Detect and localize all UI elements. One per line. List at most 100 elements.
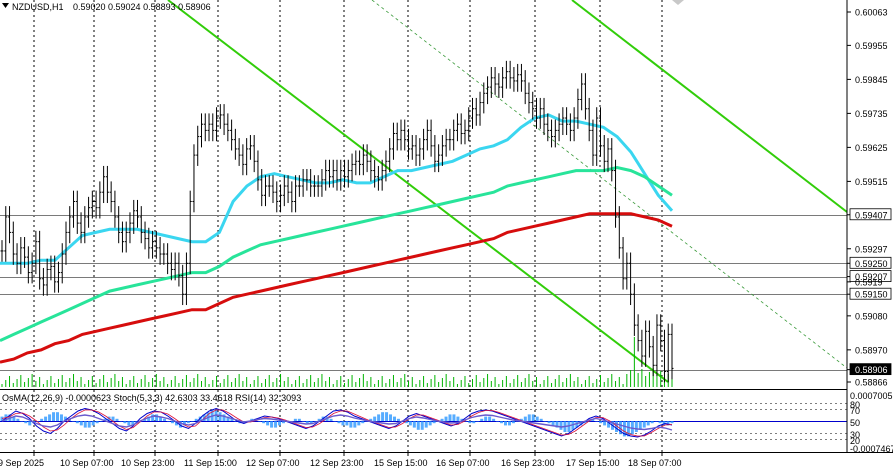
- volume-bar: [167, 384, 169, 387]
- volume-bar: [24, 382, 26, 387]
- price-bar: [38, 230, 42, 290]
- volume-bar: [155, 374, 157, 387]
- volume-bar: [234, 378, 236, 387]
- volume-bar: [566, 378, 568, 387]
- price-bar: [203, 113, 207, 142]
- trend-line[interactable]: [167, 0, 669, 383]
- volume-bar: [152, 378, 154, 387]
- price-bar: [102, 165, 106, 204]
- price-bar: [504, 60, 508, 89]
- price-bar: [647, 320, 651, 358]
- osma-bar: [559, 421, 563, 430]
- price-bar: [538, 97, 542, 129]
- y-tick-label: 0.60063: [855, 8, 888, 18]
- price-bar: [324, 159, 328, 191]
- volume-bar: [415, 384, 417, 387]
- price-bar: [162, 243, 166, 265]
- volume-bar: [249, 384, 251, 387]
- price-bar: [346, 159, 350, 188]
- shift-marker-icon[interactable]: [672, 0, 684, 5]
- price-bar: [184, 252, 188, 306]
- volume-bar: [648, 372, 650, 387]
- price-bar: [516, 63, 520, 92]
- osma-bar: [44, 416, 48, 421]
- price-bar: [531, 91, 535, 120]
- osma-bar: [488, 416, 492, 421]
- price-bar: [474, 97, 478, 126]
- osma-bar: [408, 421, 412, 426]
- price-bar: [124, 221, 128, 253]
- price-bar: [373, 159, 377, 188]
- price-bar: [192, 144, 196, 213]
- volume-bar: [257, 376, 259, 387]
- price-bar: [79, 212, 83, 244]
- price-bar: [550, 119, 554, 148]
- volume-bar: [283, 381, 285, 387]
- price-bar: [139, 206, 143, 244]
- price-bar: [580, 73, 584, 111]
- volume-bar: [468, 383, 470, 387]
- price-bar: [297, 175, 301, 197]
- osma-bar: [424, 421, 428, 428]
- trend-lines[interactable]: [167, 0, 848, 383]
- osma-bar: [159, 416, 163, 421]
- volume-bar: [313, 382, 315, 387]
- volume-bar: [460, 380, 462, 387]
- price-bar: [15, 243, 19, 275]
- volume-bar: [535, 377, 537, 387]
- osma-bar: [428, 421, 432, 426]
- price-axis[interactable]: 0.60063 0.59955 0.59845 0.59735 0.59625 0.595…: [847, 8, 892, 388]
- osma-bar: [579, 421, 583, 426]
- price-bar: [523, 70, 527, 105]
- price-bar: [117, 206, 121, 244]
- osma-bar: [143, 418, 147, 421]
- price-bar: [271, 175, 275, 204]
- osma-bar: [353, 421, 357, 428]
- volume-bar: [577, 377, 579, 387]
- dropdown-triangle-icon[interactable]: [2, 3, 9, 8]
- y-tick-label: 0.59625: [855, 143, 888, 153]
- osma-bar: [670, 421, 674, 424]
- volume-bar: [438, 382, 440, 387]
- osma-bar: [614, 421, 618, 432]
- volume-bar: [630, 370, 632, 387]
- volume-bar: [208, 384, 210, 387]
- price-bar: [399, 119, 403, 151]
- price-bar: [621, 237, 625, 290]
- osma-bar: [432, 421, 436, 424]
- volume-bar: [238, 374, 240, 387]
- osma-bar: [333, 421, 337, 422]
- trend-line[interactable]: [571, 0, 848, 213]
- osma-bar: [603, 421, 607, 426]
- volume-bar: [118, 381, 120, 387]
- price-bar: [497, 73, 501, 98]
- y-tick-label: 0.59955: [855, 41, 888, 51]
- volume-bar: [264, 379, 266, 387]
- volume-bar: [404, 374, 406, 387]
- price-tag: [849, 287, 892, 300]
- price-bar: [606, 138, 610, 173]
- trend-line-dashed[interactable]: [371, 0, 848, 369]
- osma-bar: [547, 421, 551, 424]
- price-bar: [437, 144, 441, 173]
- volume-bar: [652, 368, 654, 387]
- price-bar: [309, 169, 313, 197]
- volume-bar: [88, 380, 90, 387]
- price-bar: [670, 323, 674, 380]
- price-bar: [11, 221, 15, 265]
- price-bar: [237, 138, 241, 166]
- osma-bar: [484, 416, 488, 421]
- osma-bar: [420, 421, 424, 430]
- price-bar: [598, 107, 602, 157]
- volume-bar: [20, 375, 22, 387]
- osma-bar: [444, 416, 448, 421]
- price-bar: [452, 119, 456, 151]
- price-bar: [267, 175, 271, 197]
- osma-bar: [385, 412, 389, 421]
- osma-bar: [460, 418, 464, 421]
- volume-bar: [295, 380, 297, 387]
- osma-bar: [194, 418, 198, 421]
- osma-bar: [599, 421, 603, 424]
